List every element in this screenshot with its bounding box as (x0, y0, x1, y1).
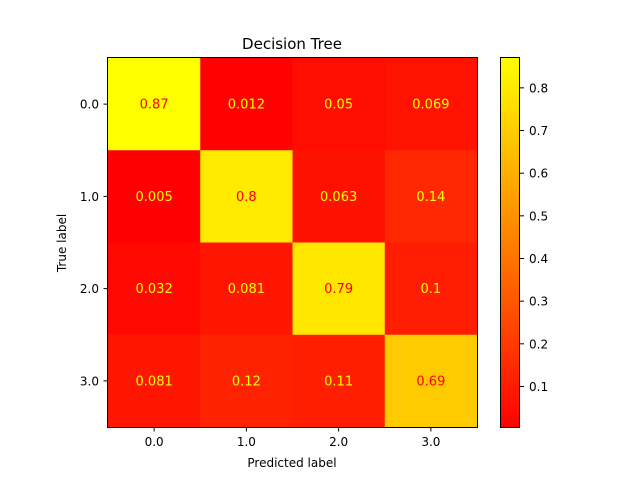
y-tick-label: 3.0 (80, 374, 99, 388)
heatmap-cell (200, 334, 293, 428)
heatmap-cell-labels: 0.87 0.012 0.05 0.069 0.005 0.8 0.063 0.14 0.032… (136, 98, 450, 390)
heatmap-cell (108, 334, 201, 428)
x-tick-label: 2.0 (329, 435, 348, 449)
heatmap-cell (384, 242, 478, 336)
cell-value-label: 0.05 (324, 98, 353, 113)
heatmap-cell (292, 58, 386, 151)
x-tick-label: 0.0 (145, 435, 164, 449)
y-tick-label: 1.0 (80, 190, 99, 204)
y-tick-label: 2.0 (80, 282, 99, 296)
colorbar-tick-label: 0.6 (529, 167, 548, 181)
heatmap-frame (107, 57, 478, 428)
cell-value-label: 0.79 (324, 282, 353, 297)
heatmap-cell (384, 334, 478, 428)
y-axis-ticks: 0.0 1.0 2.0 3.0 (80, 98, 108, 388)
heatmap-cell (384, 150, 478, 243)
cell-value-label: 0.8 (236, 190, 257, 205)
colorbar: 0.1 0.2 0.3 0.4 0.5 0.6 0.7 0.8 (500, 57, 548, 428)
heatmap-cell (200, 242, 293, 336)
cell-value-label: 0.14 (416, 190, 445, 205)
colorbar-tick-label: 0.2 (529, 337, 548, 351)
heatmap-cell (108, 242, 201, 336)
heatmap-cells (108, 58, 478, 428)
x-tick-label: 1.0 (237, 435, 256, 449)
colorbar-gradient (501, 58, 519, 427)
cell-value-label: 0.12 (232, 374, 261, 389)
chart-title: Decision Tree (242, 35, 342, 53)
cell-value-label: 0.1 (421, 282, 442, 297)
heatmap-cell (108, 150, 201, 243)
y-axis-label: True label (55, 214, 69, 273)
cell-value-label: 0.87 (140, 98, 169, 113)
colorbar-ticks: 0.1 0.2 0.3 0.4 0.5 0.6 0.7 0.8 (519, 81, 548, 394)
colorbar-tick-label: 0.4 (529, 252, 548, 266)
x-tick-label: 3.0 (421, 435, 440, 449)
colorbar-tick-label: 0.7 (529, 124, 548, 138)
colorbar-tick-label: 0.5 (529, 209, 548, 223)
x-axis-label: Predicted label (247, 456, 336, 470)
heatmap-cell (384, 58, 478, 151)
colorbar-tick-label: 0.1 (529, 380, 548, 394)
heatmap-cell (292, 242, 386, 336)
y-tick-label: 0.0 (80, 98, 99, 112)
cell-value-label: 0.032 (136, 282, 173, 297)
cell-value-label: 0.012 (228, 98, 265, 113)
cell-value-label: 0.069 (412, 98, 449, 113)
heatmap-cell (292, 150, 386, 243)
colorbar-tick-label: 0.8 (529, 81, 548, 95)
heatmap-cell (200, 150, 293, 243)
cell-value-label: 0.063 (320, 190, 357, 205)
heatmap-cell (108, 58, 201, 151)
colorbar-tick-label: 0.3 (529, 295, 548, 309)
x-axis-ticks: 0.0 1.0 2.0 3.0 (145, 427, 440, 449)
cell-value-label: 0.081 (228, 282, 265, 297)
cell-value-label: 0.69 (416, 374, 445, 389)
cell-value-label: 0.081 (136, 374, 173, 389)
colorbar-frame (500, 57, 520, 428)
heatmap-cell (292, 334, 386, 428)
cell-value-label: 0.005 (136, 190, 173, 205)
cell-value-label: 0.11 (324, 374, 353, 389)
heatmap-cell (200, 58, 293, 151)
